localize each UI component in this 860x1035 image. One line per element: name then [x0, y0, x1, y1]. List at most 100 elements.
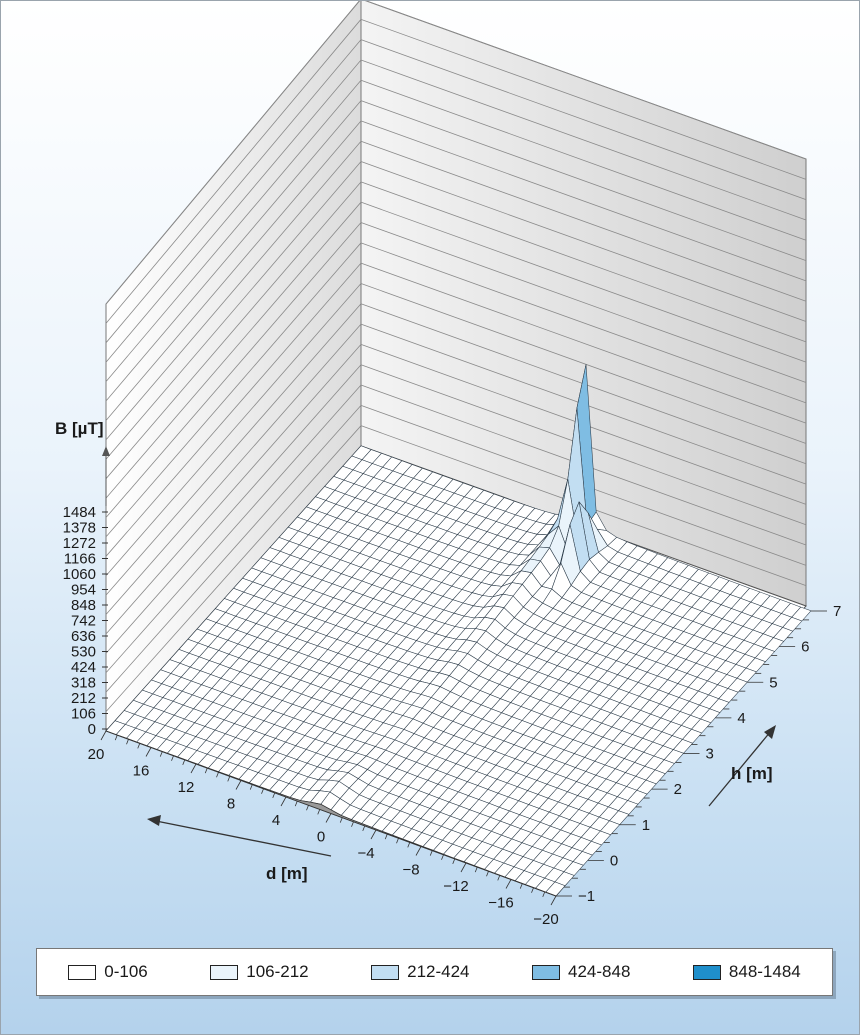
- wall-gridline: [105, 120, 362, 421]
- d-tick-mark: [474, 866, 478, 873]
- legend-item: 212-424: [371, 962, 470, 982]
- wall-gridline: [105, 242, 362, 538]
- z-tick-label: 106: [71, 706, 96, 723]
- z-tick-label: 212: [71, 690, 96, 707]
- legend-swatch: [532, 964, 561, 980]
- d-tick-mark: [384, 833, 388, 840]
- wall-gridline: [105, 344, 362, 635]
- d-tick-mark: [460, 862, 467, 873]
- wall-gridline: [360, 222, 807, 383]
- wall-gridline: [105, 140, 362, 441]
- d-tick-mark: [216, 772, 219, 778]
- h-axis-arrowhead: [764, 725, 776, 739]
- d-tick-label: −4: [357, 845, 374, 862]
- wall-gridline: [105, 405, 362, 693]
- h-tick-label: 3: [706, 746, 714, 763]
- d-tick-label: 12: [178, 779, 195, 796]
- d-tick-label: 20: [88, 746, 105, 763]
- d-tick-mark: [280, 796, 287, 807]
- d-tick-mark: [306, 805, 309, 811]
- h-tick-label: 6: [801, 639, 809, 656]
- d-tick-mark: [114, 734, 118, 741]
- wall-gridline: [360, 201, 807, 363]
- d-tick-mark: [362, 825, 366, 832]
- d-tick-label: 4: [272, 812, 280, 829]
- z-tick-label: 1166: [64, 551, 96, 568]
- d-tick-mark: [505, 879, 512, 889]
- d-tick-mark: [100, 730, 107, 741]
- legend-swatch: [692, 964, 721, 980]
- z-axis-arrowhead: [102, 446, 110, 456]
- h-tick-label: 7: [833, 603, 841, 620]
- d-tick-label: −20: [533, 911, 558, 928]
- d-tick-mark: [550, 895, 557, 906]
- z-axis-title: B [µT]: [55, 419, 104, 438]
- d-tick-mark: [441, 854, 444, 860]
- wall-gridline: [105, 1, 360, 305]
- d-tick-label: 8: [227, 796, 235, 813]
- z-tick-label: 318: [71, 675, 96, 692]
- wall-gridline: [105, 262, 362, 557]
- legend-label: 0-106: [104, 962, 148, 981]
- h-axis-arrow: [708, 730, 772, 807]
- h-axis-title: h [m]: [731, 764, 773, 783]
- d-tick-mark: [272, 792, 276, 799]
- wall-gridline: [360, 161, 807, 322]
- d-tick-mark: [351, 821, 354, 827]
- d-tick-mark: [325, 813, 332, 823]
- wall-gridline: [105, 201, 362, 499]
- z-tick-label: 954: [71, 582, 96, 599]
- z-tick-label: 1272: [63, 535, 96, 552]
- wall-gridline: [360, 39, 807, 201]
- d-tick-mark: [235, 780, 242, 790]
- d-tick-label: 16: [133, 763, 150, 780]
- d-tick-label: 0: [317, 829, 325, 846]
- wall-gridline: [105, 100, 362, 402]
- legend-swatch: [68, 964, 97, 980]
- wall-gridline: [105, 222, 362, 518]
- z-tick-label: 848: [71, 597, 96, 614]
- d-tick-mark: [339, 817, 343, 823]
- wall-gridline: [360, 242, 807, 404]
- wall-gridline: [105, 425, 362, 712]
- d-tick-mark: [429, 850, 433, 856]
- legend-label: 212-424: [407, 962, 470, 981]
- wall-gridline: [105, 161, 362, 460]
- legend-label: 848-1484: [728, 962, 801, 981]
- h-tick-label: 5: [769, 674, 777, 691]
- wall-gridline: [105, 303, 362, 596]
- legend-item: 0-106: [68, 962, 148, 982]
- d-tick-label: −12: [443, 878, 468, 895]
- wall-gridline: [360, 140, 807, 302]
- legend-label: 106-212: [246, 962, 309, 981]
- d-tick-mark: [452, 858, 456, 865]
- wall-gridline: [360, 59, 807, 221]
- h-tick-label: 0: [610, 852, 618, 869]
- wall-gridline: [360, 283, 807, 444]
- d-tick-mark: [519, 883, 523, 889]
- d-tick-mark: [497, 875, 501, 881]
- z-tick-label: 1378: [63, 520, 96, 537]
- wall-gridline: [105, 19, 362, 324]
- z-tick-label: 1484: [63, 504, 96, 521]
- wall-gridline: [360, 120, 807, 282]
- wall-gridline: [360, 79, 807, 241]
- z-tick-label: 742: [71, 613, 96, 630]
- h-tick-label: 2: [674, 781, 682, 798]
- wall-gridline: [105, 323, 362, 615]
- h-tick-label: −1: [578, 888, 595, 905]
- d-tick-mark: [486, 871, 489, 877]
- legend-swatch: [371, 964, 400, 980]
- d-tick-mark: [249, 784, 253, 790]
- d-tick-mark: [542, 891, 546, 898]
- wall-gridline: [365, 1, 807, 160]
- z-tick-label: 1060: [63, 566, 96, 583]
- d-tick-mark: [182, 759, 186, 766]
- d-tick-mark: [204, 767, 208, 774]
- d-tick-mark: [407, 842, 411, 848]
- legend-item: 106-212: [210, 962, 309, 982]
- wall-gridline: [360, 100, 807, 261]
- d-tick-mark: [227, 776, 231, 782]
- d-axis-arrowhead: [147, 815, 161, 826]
- d-tick-mark: [159, 751, 163, 757]
